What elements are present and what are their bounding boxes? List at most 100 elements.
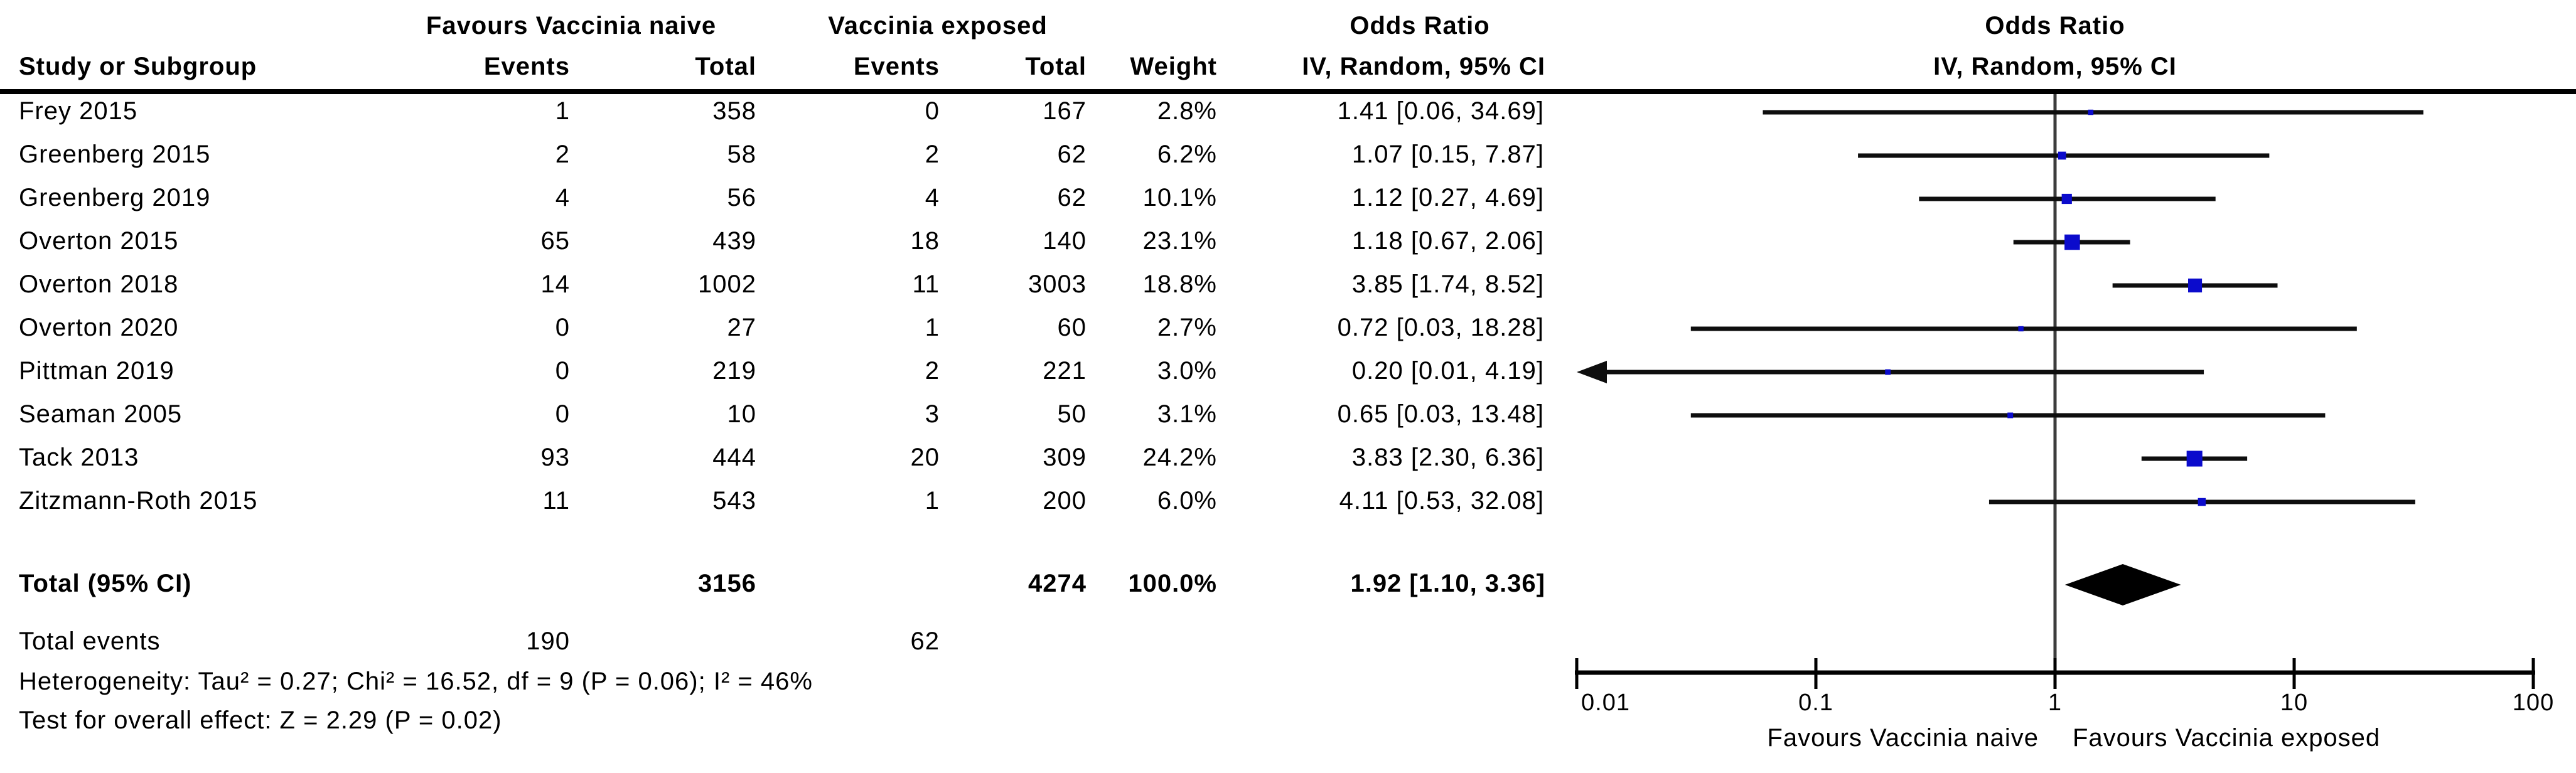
events-exposed-cell: 1 xyxy=(925,487,940,514)
events-exposed-cell: 11 xyxy=(912,270,940,298)
events-naive-cell: 2 xyxy=(555,141,570,168)
point-estimate-marker xyxy=(2088,109,2094,115)
total-naive-cell: 219 xyxy=(712,357,756,385)
weight-cell: 3.0% xyxy=(1157,357,1217,385)
events-exposed-cell: 1 xyxy=(925,314,940,341)
study-name: Overton 2020 xyxy=(19,314,179,341)
total-events-exposed-cell: 62 xyxy=(910,627,940,655)
study-name: Tack 2013 xyxy=(19,444,139,471)
events-naive-cell: 65 xyxy=(540,227,570,255)
x-axis-tick-label: 0.01 xyxy=(1581,690,1630,717)
odds-ratio-ci-cell: 3.83 [2.30, 6.36] xyxy=(1351,444,1544,471)
weight-cell: 3.1% xyxy=(1157,400,1217,428)
pooled-effect-diamond xyxy=(2064,564,2181,605)
column-header-weight: Weight xyxy=(1130,53,1217,80)
x-axis-tick xyxy=(2292,658,2296,689)
ci-line xyxy=(1604,370,2204,375)
total-naive-cell: 358 xyxy=(712,97,756,125)
point-estimate-marker xyxy=(2007,412,2014,418)
point-estimate-marker xyxy=(2064,234,2080,250)
total-naive-cell: 3156 xyxy=(698,570,756,597)
total-exposed-cell: 167 xyxy=(1043,97,1087,125)
total-events-naive-cell: 190 xyxy=(526,627,570,655)
total-naive-cell: 1002 xyxy=(698,270,756,298)
study-name: Seaman 2005 xyxy=(19,400,183,428)
axis-label-favours-naive: Favours Vaccinia naive xyxy=(1767,724,2039,752)
x-axis-tick xyxy=(1575,658,1579,689)
weight-cell: 2.8% xyxy=(1157,97,1217,125)
total-naive-cell: 56 xyxy=(727,184,756,211)
study-name: Greenberg 2019 xyxy=(19,184,211,211)
column-header-events-naive: Events xyxy=(483,53,570,80)
x-axis-tick xyxy=(2053,658,2057,689)
column-header-events-exposed: Events xyxy=(853,53,940,80)
events-exposed-cell: 4 xyxy=(925,184,940,211)
x-axis-tick-label: 1 xyxy=(2047,690,2063,717)
total-exposed-cell: 62 xyxy=(1057,141,1087,168)
odds-ratio-ci-cell: 0.65 [0.03, 13.48] xyxy=(1337,400,1544,428)
column-header-iv-random-ci: IV, Random, 95% CI xyxy=(1302,53,1545,80)
plot-header-odds-ratio: Odds Ratio xyxy=(1985,12,2125,40)
x-axis-tick xyxy=(2531,658,2535,689)
column-group-header-naive: Favours Vaccinia naive xyxy=(426,12,717,40)
ci-line xyxy=(2013,240,2130,245)
column-header-odds-ratio: Odds Ratio xyxy=(1350,12,1490,40)
study-name: Greenberg 2015 xyxy=(19,141,211,168)
weight-cell: 10.1% xyxy=(1142,184,1217,211)
total-exposed-cell: 140 xyxy=(1043,227,1087,255)
total-weight-cell: 100.0% xyxy=(1128,570,1217,597)
weight-cell: 18.8% xyxy=(1142,270,1217,298)
column-header-total-naive: Total xyxy=(695,53,756,80)
events-exposed-cell: 0 xyxy=(925,97,940,125)
total-exposed-cell: 3003 xyxy=(1028,270,1087,298)
x-axis-tick-label: 0.1 xyxy=(1798,690,1833,717)
total-exposed-cell: 50 xyxy=(1057,400,1087,428)
total-exposed-cell: 309 xyxy=(1043,444,1087,471)
total-exposed-cell: 4274 xyxy=(1028,570,1087,597)
total-exposed-cell: 60 xyxy=(1057,314,1087,341)
weight-cell: 6.0% xyxy=(1157,487,1217,514)
odds-ratio-ci-cell: 1.41 [0.06, 34.69] xyxy=(1337,97,1544,125)
odds-ratio-ci-cell: 1.07 [0.15, 7.87] xyxy=(1351,141,1544,168)
total-row-label: Total (95% CI) xyxy=(19,570,192,597)
x-axis-line xyxy=(1575,670,2535,675)
odds-ratio-ci-cell: 3.85 [1.74, 8.52] xyxy=(1351,270,1544,298)
events-naive-cell: 0 xyxy=(555,357,570,385)
column-header-total-exposed: Total xyxy=(1025,53,1087,80)
column-group-header-exposed: Vaccinia exposed xyxy=(828,12,1048,40)
x-axis-tick xyxy=(1814,658,1818,689)
ci-line xyxy=(1988,499,2415,504)
overall-effect-note: Test for overall effect: Z = 2.29 (P = 0… xyxy=(19,706,502,734)
events-exposed-cell: 2 xyxy=(925,357,940,385)
events-naive-cell: 0 xyxy=(555,314,570,341)
study-name: Pittman 2019 xyxy=(19,357,174,385)
ci-line xyxy=(2112,283,2278,288)
odds-ratio-ci-cell: 1.18 [0.67, 2.06] xyxy=(1351,227,1544,255)
odds-ratio-ci-cell: 0.20 [0.01, 4.19] xyxy=(1351,357,1544,385)
weight-cell: 24.2% xyxy=(1142,444,1217,471)
weight-cell: 6.2% xyxy=(1157,141,1217,168)
ci-line xyxy=(2141,456,2248,461)
events-exposed-cell: 3 xyxy=(925,400,940,428)
events-naive-cell: 93 xyxy=(540,444,570,471)
point-estimate-marker xyxy=(2188,278,2203,293)
study-name: Zitzmann-Roth 2015 xyxy=(19,487,258,514)
events-exposed-cell: 2 xyxy=(925,141,940,168)
ci-line xyxy=(1919,196,2216,201)
study-name: Overton 2018 xyxy=(19,270,179,298)
ci-line xyxy=(1763,110,2423,115)
total-events-label: Total events xyxy=(19,627,161,655)
x-axis-tick-label: 10 xyxy=(2280,690,2309,717)
total-naive-cell: 27 xyxy=(727,314,756,341)
study-name: Frey 2015 xyxy=(19,97,138,125)
x-axis-tick-label: 100 xyxy=(2512,690,2555,717)
events-naive-cell: 0 xyxy=(555,400,570,428)
column-header-study: Study or Subgroup xyxy=(19,53,257,80)
study-name: Overton 2015 xyxy=(19,227,179,255)
ci-line xyxy=(1690,326,2357,331)
total-exposed-cell: 62 xyxy=(1057,184,1087,211)
events-naive-cell: 1 xyxy=(555,97,570,125)
events-naive-cell: 14 xyxy=(540,270,570,298)
